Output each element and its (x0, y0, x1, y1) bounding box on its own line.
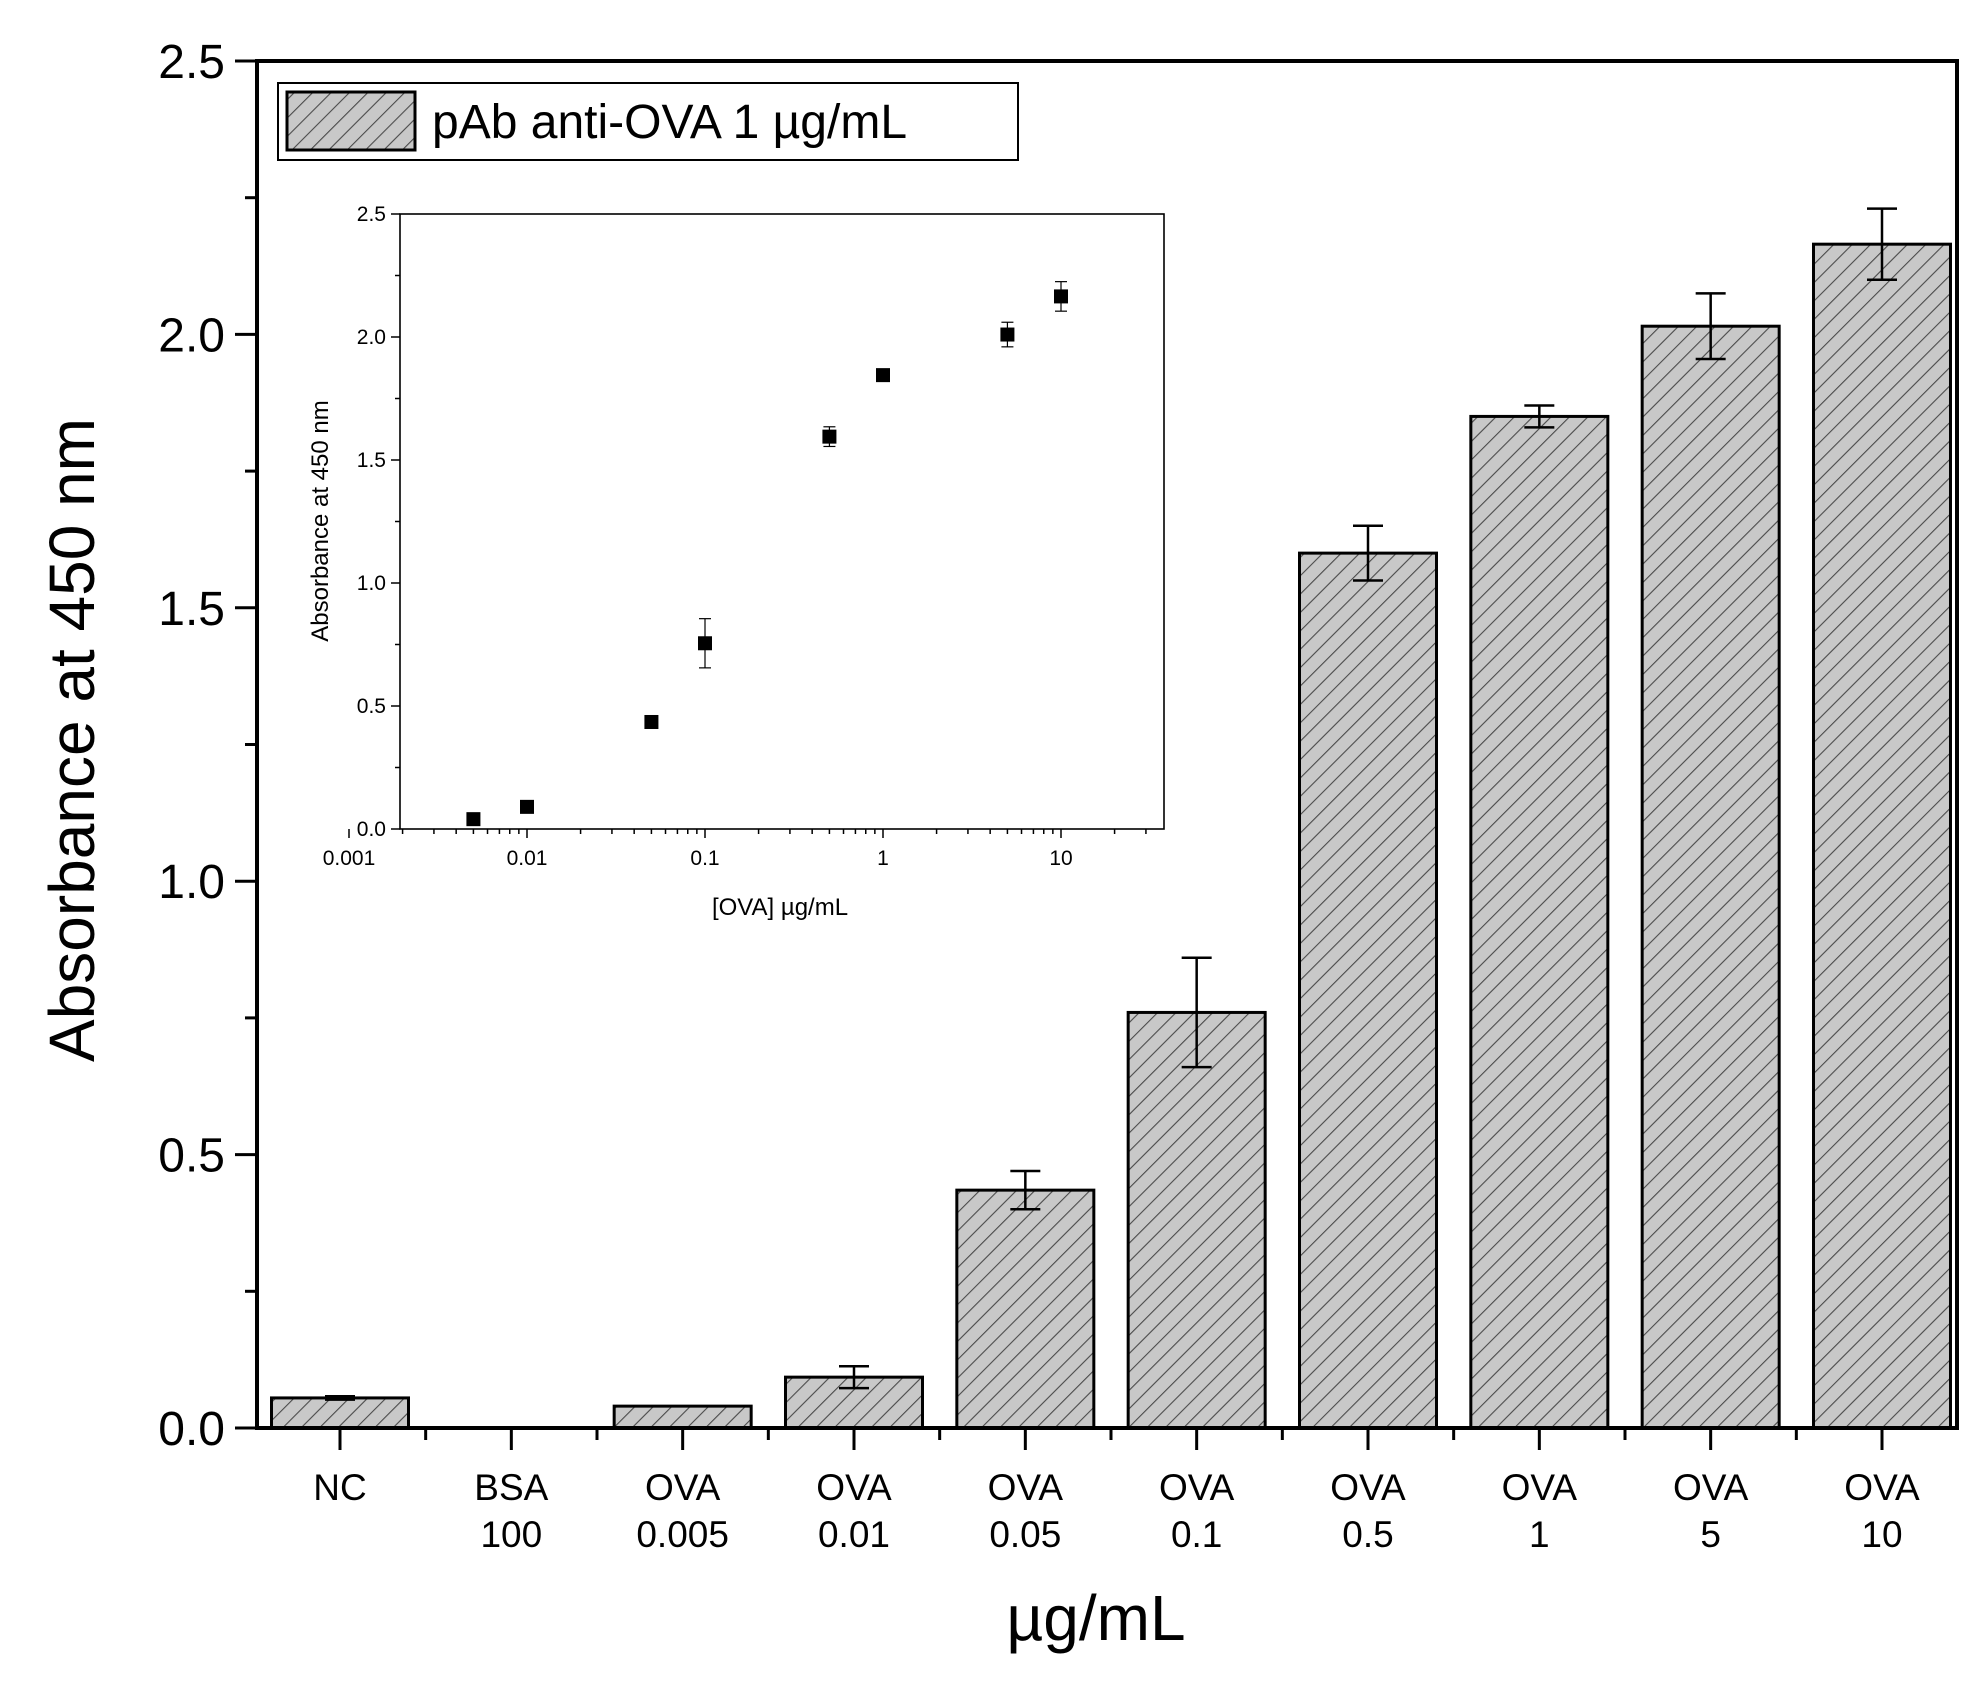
y-tick-label: 1.5 (158, 583, 225, 636)
main-errorbars (325, 207, 1897, 1401)
x-tick-label-value: 0.005 (636, 1514, 729, 1555)
x-tick-label-value: 0.1 (1171, 1514, 1222, 1555)
inset-y-tick-label: 0.0 (357, 818, 386, 841)
inset-y-axis: 0.0 0.5 1.0 1.5 2.0 2.5 (357, 203, 400, 841)
x-tick-label-value: 5 (1700, 1514, 1721, 1555)
x-tick-label: OVA (1330, 1467, 1406, 1508)
x-tick-label-value: 0.01 (818, 1514, 890, 1555)
main-chart: 0.0 0.5 1.0 1.5 2.0 2.5 NC BSA 100 OVA 0.005 OVA 0.… (36, 36, 1959, 1654)
inset-y-tick-label: 1.0 (357, 572, 386, 595)
x-tick-label: OVA (1159, 1467, 1235, 1508)
y-tick-label: 1.0 (158, 856, 225, 909)
x-tick-label: OVA (816, 1467, 892, 1508)
y-tick-label: 0.0 (158, 1403, 225, 1456)
inset-x-tick-label: 0.1 (690, 847, 719, 870)
y-tick-label: 2.5 (158, 36, 225, 89)
bar (1298, 551, 1438, 1430)
inset-x-tick-label: 0.01 (507, 847, 548, 870)
inset-point (698, 636, 712, 651)
y-tick-label: 0.5 (158, 1130, 225, 1183)
x-tick-label-value: 0.05 (989, 1514, 1061, 1555)
x-tick-label-value: 100 (480, 1514, 542, 1555)
main-y-axis: 0.0 0.5 1.0 1.5 2.0 2.5 (158, 36, 257, 1456)
x-tick-label-value: 1 (1529, 1514, 1550, 1555)
x-tick-label: OVA (1844, 1467, 1920, 1508)
inset-y-tick-label: 2.5 (357, 203, 386, 226)
inset-y-tick-label: 1.5 (357, 449, 386, 472)
legend-entry: pAb anti-OVA 1 µg/mL (432, 96, 907, 149)
bar (1126, 1010, 1267, 1430)
main-x-axis-label: µg/mL (1006, 1582, 1185, 1654)
x-tick-label-value: 10 (1861, 1514, 1902, 1555)
x-tick-label-value: 0.5 (1342, 1514, 1393, 1555)
inset-x-tick-label: 10 (1049, 847, 1072, 870)
bar (1640, 324, 1781, 1430)
x-tick-label: OVA (645, 1467, 721, 1508)
x-tick-label: OVA (988, 1467, 1064, 1508)
bar (270, 1396, 410, 1430)
y-tick-label: 2.0 (158, 309, 225, 362)
bar (1812, 242, 1952, 1430)
legend: pAb anti-OVA 1 µg/mL (277, 82, 1019, 161)
inset-chart: 0.0 0.5 1.0 1.5 2.0 2.5 0.001 0.01 0.1 1 10 [OVA]… (307, 203, 1165, 921)
inset-plot-frame (399, 213, 1165, 830)
x-tick-label: NC (313, 1467, 366, 1508)
x-tick-label: BSA (474, 1467, 548, 1508)
inset-point (520, 799, 534, 814)
x-tick-label: OVA (1502, 1467, 1578, 1508)
inset-x-axis-label: [OVA] µg/mL (712, 894, 848, 921)
bar (1469, 414, 1610, 1430)
inset-x-tick-label: 0.001 (323, 847, 376, 870)
inset-point (1054, 289, 1068, 304)
legend-swatch (285, 90, 417, 152)
main-y-axis-label: Absorbance at 450 nm (36, 418, 108, 1062)
inset-point (466, 812, 481, 827)
inset-y-tick-label: 2.0 (357, 326, 386, 349)
inset-point (876, 368, 890, 383)
x-tick-label: OVA (1673, 1467, 1749, 1508)
inset-x-tick-label: 1 (877, 847, 889, 870)
inset-point (1000, 327, 1015, 342)
main-bars (270, 242, 1952, 1430)
inset-point (822, 429, 837, 444)
main-x-axis: NC BSA 100 OVA 0.005 OVA 0.01 OVA 0.05 OVA 0.1 OVA 0… (313, 1428, 1920, 1555)
inset-points (466, 281, 1068, 827)
bar (955, 1188, 1096, 1430)
inset-y-tick-label: 0.5 (357, 695, 386, 718)
inset-x-axis: 0.001 0.01 0.1 1 10 (323, 829, 1147, 870)
inset-y-axis-label: Absorbance at 450 nm (307, 400, 334, 642)
inset-point (644, 714, 659, 729)
bar (612, 1404, 753, 1430)
